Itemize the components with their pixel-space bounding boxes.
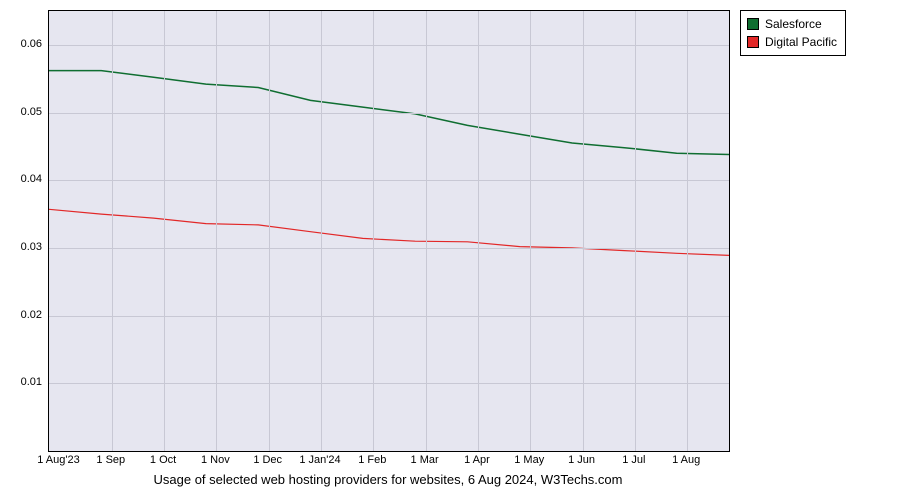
- legend-item: Salesforce: [747, 15, 837, 33]
- grid-line-vertical: [164, 11, 165, 451]
- x-tick-label: 1 Aug'23: [37, 454, 79, 466]
- grid-line-vertical: [530, 11, 531, 451]
- x-tick-label: 1 May: [514, 454, 544, 466]
- legend-box: SalesforceDigital Pacific: [740, 10, 846, 56]
- plot-area: [48, 10, 730, 452]
- chart-container: SalesforceDigital Pacific Usage of selec…: [0, 0, 900, 500]
- x-tick-label: 1 Aug: [672, 454, 700, 466]
- legend-swatch: [747, 18, 759, 30]
- grid-line-vertical: [373, 11, 374, 451]
- grid-line-vertical: [321, 11, 322, 451]
- grid-line-horizontal: [49, 248, 729, 249]
- x-tick-label: 1 Feb: [358, 454, 386, 466]
- x-tick-label: 1 Jun: [568, 454, 595, 466]
- y-tick-label: 0.02: [6, 309, 42, 321]
- x-tick-label: 1 Jan'24: [299, 454, 340, 466]
- line-series-layer: [49, 11, 729, 451]
- x-tick-label: 1 Mar: [411, 454, 439, 466]
- grid-line-vertical: [478, 11, 479, 451]
- legend-label: Salesforce: [765, 15, 822, 33]
- grid-line-horizontal: [49, 383, 729, 384]
- y-tick-label: 0.06: [6, 38, 42, 50]
- x-tick-label: 1 Sep: [96, 454, 125, 466]
- x-tick-label: 1 Oct: [150, 454, 176, 466]
- legend-item: Digital Pacific: [747, 33, 837, 51]
- grid-line-vertical: [583, 11, 584, 451]
- grid-line-horizontal: [49, 180, 729, 181]
- grid-line-vertical: [216, 11, 217, 451]
- grid-line-vertical: [635, 11, 636, 451]
- x-tick-label: 1 Jul: [622, 454, 645, 466]
- x-tick-label: 1 Nov: [201, 454, 230, 466]
- y-tick-label: 0.03: [6, 241, 42, 253]
- y-tick-label: 0.04: [6, 173, 42, 185]
- grid-line-vertical: [426, 11, 427, 451]
- y-tick-label: 0.01: [6, 376, 42, 388]
- legend-label: Digital Pacific: [765, 33, 837, 51]
- grid-line-horizontal: [49, 316, 729, 317]
- grid-line-horizontal: [49, 45, 729, 46]
- grid-line-vertical: [112, 11, 113, 451]
- x-tick-label: 1 Dec: [253, 454, 282, 466]
- grid-line-vertical: [269, 11, 270, 451]
- grid-line-vertical: [687, 11, 688, 451]
- legend-swatch: [747, 36, 759, 48]
- grid-line-horizontal: [49, 113, 729, 114]
- y-tick-label: 0.05: [6, 106, 42, 118]
- chart-caption: Usage of selected web hosting providers …: [48, 472, 728, 487]
- x-tick-label: 1 Apr: [464, 454, 490, 466]
